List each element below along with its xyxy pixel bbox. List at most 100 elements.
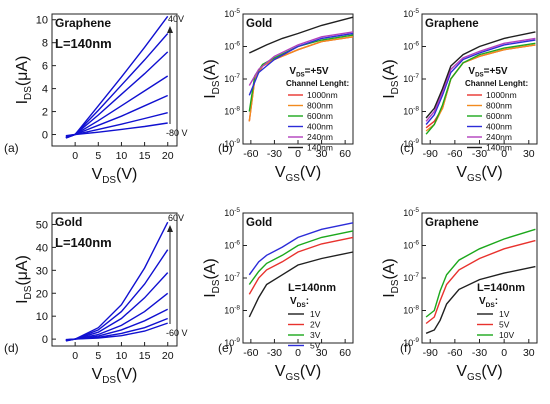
panel-label: (a) <box>4 141 19 155</box>
x-tick-label: 0 <box>501 148 507 160</box>
x-tick-label: 30 <box>523 148 535 160</box>
y-tick-label: 20 <box>36 288 48 300</box>
x-tick-label: -30 <box>472 347 487 359</box>
series-line-b-4 <box>248 31 354 86</box>
series-line-c-5 <box>425 31 536 119</box>
legend-entry: 1V <box>310 309 321 319</box>
legend-title: VDS: <box>479 296 498 309</box>
panel-label: (c) <box>400 141 414 155</box>
arrow-top-label: 40V <box>168 14 184 24</box>
x-axis-label: VGS(V) <box>275 363 321 383</box>
plot-frame-f <box>421 212 538 344</box>
y-tick-label: 0 <box>42 334 48 346</box>
material-label: Graphene <box>425 217 479 229</box>
arrow-bottom-label: -80 V <box>166 128 188 138</box>
series-line-b-3 <box>248 32 354 96</box>
y-tick-label: 10-5 <box>224 8 240 19</box>
x-axis-label: VDS(V) <box>92 166 138 186</box>
series-line-f-0 <box>425 265 536 334</box>
y-tick-label: 10-8 <box>403 106 419 117</box>
x-tick-label: 0 <box>295 148 301 160</box>
x-tick-label: 30 <box>316 148 328 160</box>
material-label: Gold <box>55 215 82 229</box>
condition-label: VDS=+5V <box>289 66 329 79</box>
y-tick-label: 40 <box>36 242 48 254</box>
y-axis-label: IDS(A) <box>202 258 222 298</box>
y-axis-label: IDS(μA) <box>14 56 34 105</box>
y-tick-label: 10-5 <box>224 207 240 218</box>
legend-entry: 400nm <box>486 122 512 132</box>
y-tick-label: 10 <box>36 311 48 323</box>
arrow-head-icon <box>167 225 173 232</box>
series-line-c-3 <box>425 39 536 125</box>
x-tick-label: -60 <box>447 148 462 160</box>
legend-entry: 1V <box>499 309 510 319</box>
arrow-bottom-label: -60 V <box>166 328 188 338</box>
y-tick-label: 4 <box>42 84 48 96</box>
condition-label: VDS=+5V <box>468 66 508 79</box>
legend-entry: 140nm <box>486 143 512 153</box>
x-tick-label: 0 <box>295 347 301 359</box>
length-label: L=140nm <box>288 282 336 294</box>
y-tick-label: 10-6 <box>224 41 240 52</box>
y-tick-label: 10-6 <box>403 41 419 52</box>
panel-label: (f) <box>400 341 411 355</box>
x-tick-label: 15 <box>139 150 151 162</box>
series-line-e-1 <box>248 236 354 295</box>
legend-entry: 2V <box>310 320 321 330</box>
legend-entry: 1000nm <box>486 90 517 100</box>
material-label: Graphene <box>55 16 111 30</box>
legend-title: Channel Lenght: <box>465 79 528 88</box>
material-label: Graphene <box>425 18 479 30</box>
x-axis-label: VGS(V) <box>456 363 502 383</box>
x-tick-label: -90 <box>423 148 438 160</box>
x-tick-label: -30 <box>472 148 487 160</box>
panel-label: (d) <box>4 341 19 355</box>
x-tick-label: -90 <box>423 347 438 359</box>
x-tick-label: -60 <box>243 347 258 359</box>
series-line-e-0 <box>248 251 354 318</box>
y-tick-label: 10-8 <box>224 305 240 316</box>
y-axis-label: IDS(A) <box>381 59 401 99</box>
y-axis-label: IDS(A) <box>381 258 401 298</box>
x-tick-label: -60 <box>447 347 462 359</box>
y-axis-label: IDS(μA) <box>14 255 34 304</box>
x-tick-label: 20 <box>162 350 174 362</box>
y-tick-label: 50 <box>36 219 48 231</box>
y-tick-label: 10-7 <box>403 272 419 283</box>
y-tick-label: 8 <box>42 38 48 50</box>
x-tick-label: 5 <box>95 150 101 162</box>
x-tick-label: 60 <box>339 148 351 160</box>
x-tick-label: 30 <box>316 347 328 359</box>
x-tick-label: 0 <box>501 347 507 359</box>
series-line-c-4 <box>425 37 536 122</box>
y-axis-label: IDS(A) <box>202 59 222 99</box>
panel-label: (e) <box>218 341 233 355</box>
legend-title: Channel Lenght: <box>286 79 349 88</box>
legend-entry: 400nm <box>307 122 333 132</box>
legend-entry: 10V <box>499 330 514 340</box>
y-tick-label: 10-6 <box>224 240 240 251</box>
x-tick-label: 15 <box>139 350 151 362</box>
legend-entry: 1000nm <box>307 90 338 100</box>
x-tick-label: -30 <box>267 148 282 160</box>
length-label: L=140nm <box>55 235 112 250</box>
x-tick-label: 10 <box>116 150 128 162</box>
x-tick-label: 10 <box>116 350 128 362</box>
x-tick-label: -30 <box>267 347 282 359</box>
legend-entry: 600nm <box>486 111 512 121</box>
x-axis-label: VDS(V) <box>92 366 138 386</box>
legend-entry: 5V <box>499 320 510 330</box>
x-tick-label: 60 <box>339 347 351 359</box>
x-tick-label: 30 <box>523 347 535 359</box>
legend-entry: 240nm <box>486 132 512 142</box>
length-label: L=140nm <box>477 282 525 294</box>
legend-entry: 800nm <box>486 101 512 111</box>
legend-title: VDS: <box>290 296 309 309</box>
series-line-e-3 <box>248 222 354 276</box>
series-line-a-0 <box>65 15 169 139</box>
y-tick-label: 10-5 <box>403 8 419 19</box>
x-axis-label: VGS(V) <box>456 164 502 184</box>
y-tick-label: 10-9 <box>224 138 240 149</box>
y-tick-label: 2 <box>42 107 48 119</box>
